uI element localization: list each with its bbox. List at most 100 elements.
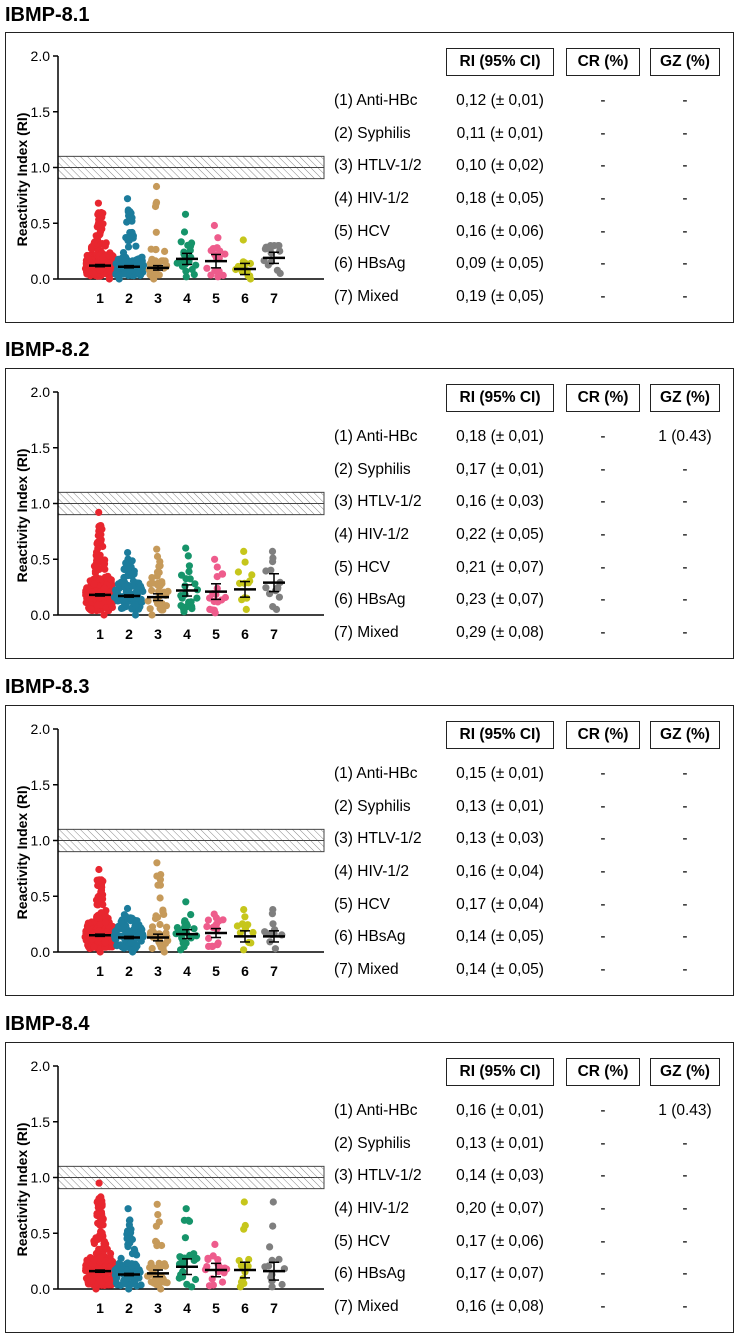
row-gz: -	[682, 223, 688, 240]
x-tick-label: 6	[241, 1300, 249, 1316]
data-point	[242, 605, 250, 613]
data-point	[95, 508, 103, 516]
row-cr: -	[600, 1298, 606, 1315]
row-gz: -	[682, 1200, 688, 1217]
data-point	[90, 1256, 98, 1264]
panel-title: IBMP-8.1	[5, 4, 90, 26]
data-point	[88, 1277, 96, 1285]
row-ri: 0,14 (± 0,05)	[456, 928, 544, 945]
data-point	[182, 544, 190, 552]
data-point	[161, 939, 170, 947]
data-point	[156, 582, 164, 590]
row-label: (4) HIV-1/2	[334, 526, 409, 543]
data-point	[137, 1281, 145, 1289]
data-point	[181, 210, 190, 218]
data-point	[246, 259, 254, 268]
y-tick-label: 2.0	[31, 384, 51, 400]
data-point	[180, 228, 189, 236]
data-point	[95, 553, 103, 562]
data-point	[244, 1262, 252, 1270]
data-point	[268, 547, 277, 555]
data-point	[271, 945, 279, 953]
data-point	[93, 914, 101, 922]
row-gz: -	[682, 1298, 688, 1315]
header-gz: GZ (%)	[650, 721, 720, 749]
header-ri: RI (95% CI)	[446, 48, 554, 76]
x-tick-label: 7	[270, 963, 278, 979]
x-tick-label: 3	[154, 963, 162, 979]
y-tick-label: 1.5	[31, 440, 51, 456]
data-point	[122, 912, 130, 920]
data-point	[156, 920, 164, 929]
data-point	[120, 565, 128, 574]
row-cr: -	[600, 493, 606, 510]
row-gz: -	[682, 288, 688, 305]
y-tick-label: 1.0	[31, 833, 51, 849]
x-tick-label: 7	[270, 626, 278, 642]
row-gz: 1 (0.43)	[658, 428, 712, 445]
data-point	[182, 273, 190, 281]
data-point	[206, 605, 214, 613]
data-point	[214, 1256, 222, 1264]
x-tick-label: 3	[154, 290, 162, 306]
data-point	[203, 264, 211, 272]
data-point	[247, 939, 255, 947]
data-point	[138, 598, 146, 606]
data-point	[241, 558, 249, 566]
x-tick-label: 4	[183, 626, 191, 642]
data-point	[158, 1241, 166, 1250]
row-ri: 0,17 (± 0,06)	[456, 1233, 544, 1250]
x-tick-label: 1	[96, 963, 104, 979]
data-point	[156, 894, 164, 902]
data-point	[193, 594, 201, 602]
row-gz: -	[682, 1167, 688, 1184]
data-point	[131, 601, 139, 609]
data-point	[136, 582, 145, 590]
row-cr: -	[600, 559, 606, 576]
data-point	[96, 228, 104, 236]
data-point	[127, 1280, 135, 1289]
data-point	[123, 218, 131, 226]
x-tick-label: 2	[125, 626, 133, 642]
data-point	[153, 545, 161, 553]
data-point	[126, 1216, 134, 1224]
data-point	[151, 914, 160, 923]
data-point	[123, 195, 132, 203]
row-label: (7) Mixed	[334, 624, 399, 641]
data-point	[119, 604, 127, 612]
row-ri: 0,29 (± 0,08)	[456, 624, 544, 641]
y-tick-label: 0.0	[31, 607, 51, 623]
row-ri: 0,10 (± 0,02)	[456, 157, 544, 174]
data-point	[269, 1198, 277, 1206]
x-tick-label: 6	[241, 626, 249, 642]
data-point	[182, 898, 190, 906]
x-tick-label: 4	[183, 290, 191, 306]
y-tick-label: 0.5	[31, 215, 51, 231]
data-point	[190, 925, 198, 933]
row-ri: 0,16 (± 0,06)	[456, 223, 544, 240]
data-point	[93, 1235, 101, 1243]
data-point	[154, 258, 162, 266]
data-point	[274, 585, 282, 593]
data-point	[181, 1234, 189, 1242]
y-tick-label: 1.5	[31, 104, 51, 120]
data-point	[269, 1222, 277, 1230]
row-ri: 0,12 (± 0,01)	[456, 92, 544, 109]
y-axis-label: Reactivity Index (RI)	[14, 786, 30, 920]
y-axis-label: Reactivity Index (RI)	[14, 449, 30, 583]
y-axis-label: Reactivity Index (RI)	[14, 1123, 30, 1257]
data-point	[218, 570, 226, 578]
data-point	[95, 865, 103, 874]
scatter-plot: 0.0 0.5 1.0 1.5 2.0 Reactivity Index (RI) 1 2 3 4…	[14, 1058, 325, 1316]
y-tick-label: 1.5	[31, 777, 51, 793]
data-point	[176, 1253, 184, 1261]
row-label: (5) HCV	[334, 559, 390, 576]
results-table: RI (95% CI) CR (%) GZ (%) (1) Anti-HBc 0…	[334, 369, 729, 660]
row-gz: -	[682, 591, 688, 608]
data-point	[148, 586, 156, 595]
data-point	[91, 567, 99, 575]
data-point	[244, 579, 253, 587]
row-cr: -	[600, 428, 606, 445]
row-gz: -	[682, 190, 688, 207]
data-point	[103, 1245, 111, 1253]
